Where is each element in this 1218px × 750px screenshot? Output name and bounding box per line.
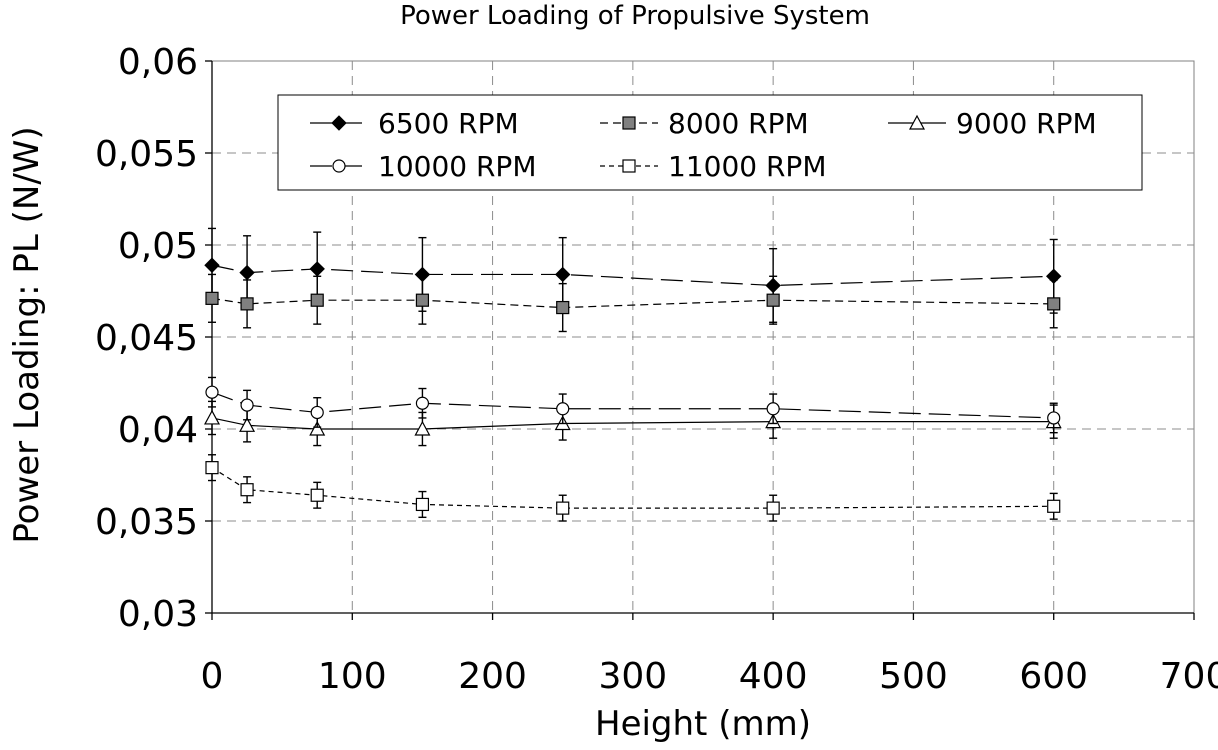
series-layer: [203, 227, 1062, 522]
y-tick-label: 0,05: [118, 226, 198, 267]
data-point: [205, 385, 219, 399]
legend-entry: 6500 RPM: [310, 107, 519, 140]
x-tick-label: 600: [1019, 656, 1088, 697]
data-point: [240, 483, 254, 497]
x-tick-label: 100: [318, 656, 387, 697]
x-axis-label: Height (mm): [595, 704, 811, 744]
data-point: [415, 293, 430, 307]
legend-entry: 11000 RPM: [600, 150, 826, 183]
x-tick-label: 400: [739, 656, 808, 697]
x-tick-label: 0: [201, 656, 224, 697]
data-point: [556, 501, 570, 515]
data-point: [1047, 297, 1061, 311]
y-tick-label: 0,04: [118, 410, 198, 451]
data-point: [766, 501, 780, 515]
data-point: [766, 293, 780, 307]
data-point: [310, 293, 324, 307]
y-tick-label: 0,03: [118, 594, 198, 635]
legend-entry: 9000 RPM: [888, 107, 1097, 140]
chart-title: Power Loading of Propulsive System: [400, 1, 870, 31]
data-point: [555, 266, 571, 283]
data-point: [240, 398, 254, 412]
data-point: [204, 257, 220, 273]
data-point: [310, 488, 324, 502]
data-point: [556, 300, 570, 315]
legend-entry: 10000 RPM: [310, 150, 536, 183]
legend-label: 10000 RPM: [378, 150, 536, 183]
y-tick-label: 0,06: [118, 42, 198, 83]
legend-box: [277, 94, 1143, 191]
axes: 0,03 0,035 0,04 0,045 0,05 0,055 0,06 0 100 200 30…: [95, 42, 1218, 697]
legend-marker: [622, 116, 636, 130]
y-axis-label: Power Loading: PL (N/W): [7, 126, 47, 543]
data-point: [309, 420, 326, 436]
legend-marker: [331, 115, 347, 131]
data-point: [414, 420, 431, 436]
legend-marker: [332, 159, 346, 173]
data-point: [766, 402, 780, 416]
data-point: [1047, 411, 1061, 425]
data-point: [205, 461, 219, 475]
data-point: [205, 291, 219, 305]
x-tick-label: 700: [1160, 656, 1218, 697]
data-point: [240, 297, 254, 311]
data-point: [239, 417, 256, 432]
legend-label: 9000 RPM: [956, 107, 1097, 140]
y-tick-label: 0,045: [95, 318, 198, 359]
legend-marker: [908, 114, 926, 130]
x-tick-label: 300: [598, 656, 667, 697]
data-point: [310, 405, 324, 420]
x-tick-label: 200: [458, 656, 527, 697]
series-11000-rpm: [205, 454, 1061, 522]
data-point: [415, 396, 430, 410]
data-point: [415, 497, 430, 512]
legend-label: 8000 RPM: [668, 107, 809, 140]
legend-label: 6500 RPM: [378, 107, 519, 140]
legend-label: 11000 RPM: [668, 150, 826, 183]
series-10000-rpm: [205, 376, 1061, 434]
series-8000-rpm: [205, 273, 1061, 333]
legend-entry: 8000 RPM: [600, 107, 809, 140]
legend-marker: [622, 159, 636, 173]
data-point: [203, 409, 221, 425]
data-point: [1047, 499, 1061, 513]
x-tick-label: 500: [879, 656, 948, 697]
y-tick-label: 0,035: [95, 502, 198, 543]
data-point: [556, 402, 570, 416]
y-tick-label: 0,055: [95, 134, 198, 175]
legend: 6500 RPM 8000 RPM 9000 RPM 10000 RPM 11000 R…: [277, 94, 1143, 191]
